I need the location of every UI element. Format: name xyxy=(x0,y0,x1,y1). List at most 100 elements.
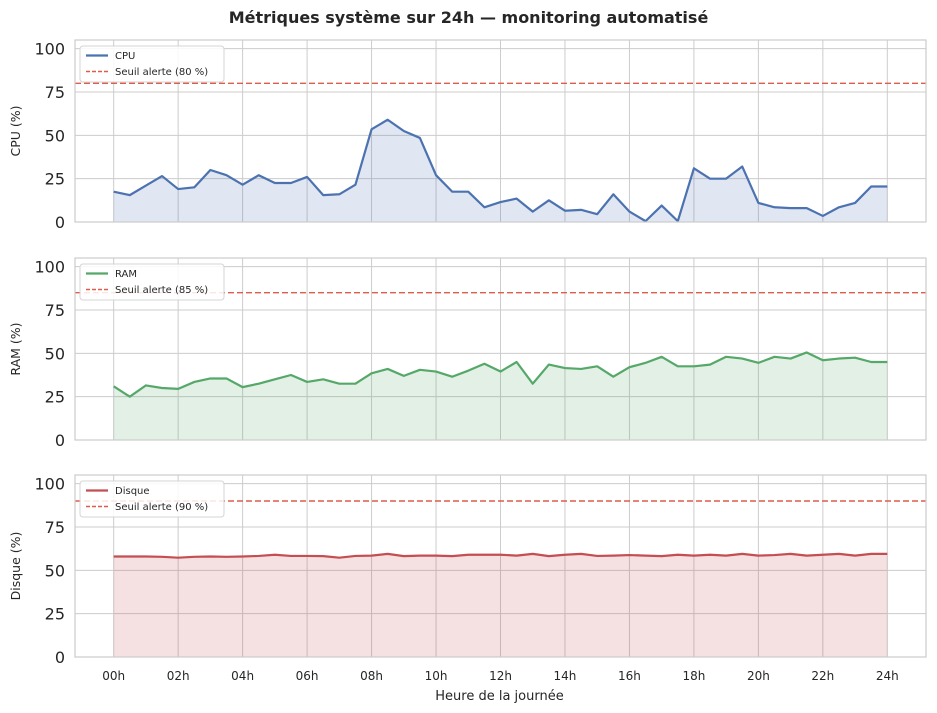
x-tick-label: 12h xyxy=(489,669,512,683)
data-point xyxy=(547,555,550,558)
data-point xyxy=(434,174,437,177)
data-point xyxy=(612,375,615,378)
data-point xyxy=(467,190,470,193)
x-tick-label: 24h xyxy=(876,669,899,683)
data-point xyxy=(402,374,405,377)
y-tick-label: 50 xyxy=(45,126,65,145)
data-point xyxy=(241,555,244,558)
data-point xyxy=(434,554,437,557)
panel-1: 0 25 50 75 100 CPU (%) CPU Seuil alerte (80 %) xyxy=(8,39,927,232)
x-tick-label: 20h xyxy=(747,669,770,683)
y-tick-label: 0 xyxy=(55,213,65,232)
data-point xyxy=(386,552,389,555)
data-point xyxy=(531,552,534,555)
data-point xyxy=(676,553,679,556)
data-point xyxy=(773,206,776,209)
data-point xyxy=(515,360,518,363)
data-point xyxy=(676,365,679,368)
data-point xyxy=(773,553,776,556)
panel-2: 0 25 50 75 100 RAM (%) RAM Seuil alerte (85 %) xyxy=(8,257,927,450)
data-point xyxy=(273,181,276,184)
data-point xyxy=(741,357,744,360)
data-point xyxy=(241,386,244,389)
data-point xyxy=(451,190,454,193)
data-point xyxy=(499,370,502,373)
data-point xyxy=(531,382,534,385)
legend-label-threshold: Seuil alerte (85 %) xyxy=(115,285,208,296)
data-point xyxy=(160,386,163,389)
series-line-disque xyxy=(113,552,888,559)
legend-box xyxy=(79,263,225,301)
data-point xyxy=(563,366,566,369)
data-point xyxy=(837,357,840,360)
x-tick-label: 16h xyxy=(618,669,641,683)
x-tick-label: 00h xyxy=(102,669,125,683)
data-point xyxy=(128,395,131,398)
data-point xyxy=(193,380,196,383)
data-point xyxy=(870,185,873,188)
data-point xyxy=(870,552,873,555)
data-point xyxy=(483,553,486,556)
series-area-ram xyxy=(113,352,888,440)
data-point xyxy=(370,554,373,557)
data-point xyxy=(741,165,744,168)
data-point xyxy=(386,367,389,370)
data-point xyxy=(499,200,502,203)
axes-frame xyxy=(74,39,927,223)
data-point xyxy=(467,369,470,372)
data-point xyxy=(112,190,115,193)
x-tick-label: 22h xyxy=(811,669,834,683)
data-point xyxy=(789,357,792,360)
legend-box xyxy=(79,45,225,83)
data-point xyxy=(773,355,776,358)
data-point xyxy=(596,213,599,216)
data-point xyxy=(725,177,728,180)
data-point xyxy=(547,363,550,366)
data-point xyxy=(725,355,728,358)
data-point xyxy=(273,378,276,381)
x-tick-label: 18h xyxy=(682,669,705,683)
data-point xyxy=(870,360,873,363)
legend-label-series: RAM xyxy=(115,269,137,280)
data-point xyxy=(225,174,228,177)
data-point xyxy=(789,207,792,210)
x-tick-label: 02h xyxy=(167,669,190,683)
y-tick-label: 0 xyxy=(55,648,65,667)
data-point xyxy=(741,552,744,555)
data-point xyxy=(628,366,631,369)
data-point xyxy=(660,355,663,358)
data-point xyxy=(209,377,212,380)
y-tick-label: 75 xyxy=(45,83,65,102)
series-area-disque xyxy=(113,553,888,657)
data-point xyxy=(644,554,647,557)
data-point xyxy=(789,552,792,555)
data-point xyxy=(209,168,212,171)
data-point xyxy=(160,555,163,558)
data-point xyxy=(257,382,260,385)
data-point xyxy=(354,183,357,186)
data-point xyxy=(322,555,325,558)
legend: Disque Seuil alerte (90 %) xyxy=(79,480,225,518)
y-tick-label: 25 xyxy=(45,605,65,624)
data-point xyxy=(886,360,889,363)
data-point xyxy=(338,193,341,196)
series-area-cpu xyxy=(113,119,888,222)
data-point xyxy=(289,181,292,184)
data-point xyxy=(660,204,663,207)
y-tick-label: 25 xyxy=(45,388,65,407)
y-tick-label: 75 xyxy=(45,518,65,537)
data-point xyxy=(579,367,582,370)
x-tick-label: 10h xyxy=(425,669,448,683)
data-point xyxy=(402,555,405,558)
data-point xyxy=(354,382,357,385)
x-tick-label: 08h xyxy=(360,669,383,683)
y-axis-label: CPU (%) xyxy=(8,105,23,156)
y-tick-label: 100 xyxy=(34,258,65,277)
legend-label-threshold: Seuil alerte (90 %) xyxy=(115,502,208,513)
data-point xyxy=(322,194,325,197)
data-point xyxy=(451,555,454,558)
data-point xyxy=(305,380,308,383)
series-line-cpu xyxy=(113,118,888,223)
data-point xyxy=(805,554,808,557)
